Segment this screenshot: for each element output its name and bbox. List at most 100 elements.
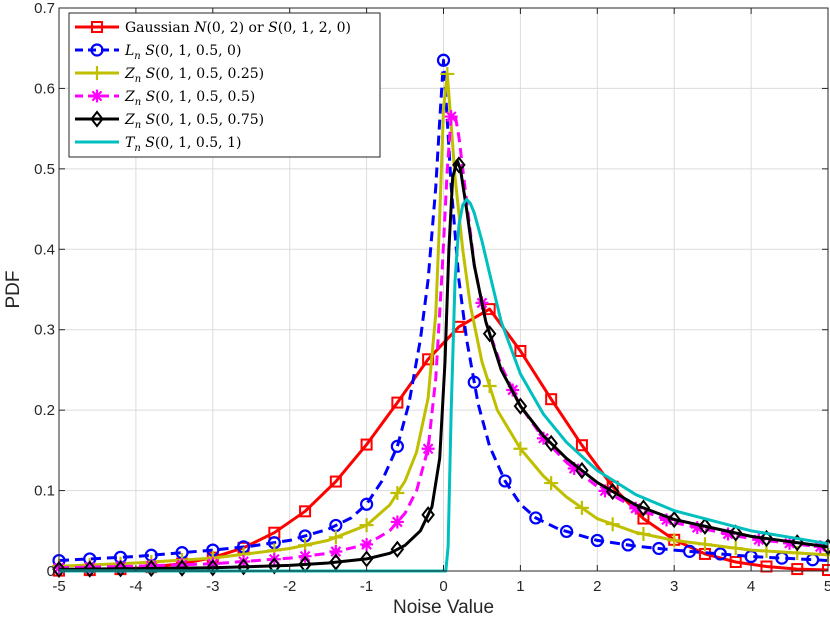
data-point — [721, 527, 735, 541]
y-tick-label: 0.7 — [34, 0, 55, 17]
data-point — [114, 559, 128, 573]
legend-label-part: (0, 1, 0.5, 0.5) — [155, 89, 255, 105]
legend-label-part: S — [268, 20, 278, 36]
legend-label-part: S — [141, 43, 155, 59]
legend-label-part: L — [124, 43, 134, 59]
data-point — [206, 559, 220, 577]
data-point — [660, 513, 674, 527]
legend-label-part: n — [134, 51, 140, 62]
x-tick-label: 4 — [747, 578, 755, 595]
data-point — [391, 396, 404, 409]
x-tick-label: 2 — [593, 578, 601, 595]
data-point — [529, 511, 543, 525]
y-tick-label: 0.2 — [34, 402, 55, 419]
data-point — [390, 439, 404, 453]
data-point — [514, 344, 527, 357]
data-point — [390, 485, 405, 500]
data-point — [698, 517, 712, 535]
data-point — [329, 475, 342, 488]
data-point — [360, 438, 373, 451]
x-tick-label: 3 — [670, 578, 678, 595]
x-tick-label: -1 — [360, 578, 373, 595]
data-point — [783, 536, 797, 550]
data-point — [544, 434, 558, 453]
data-point — [590, 533, 604, 548]
data-point — [536, 431, 550, 445]
data-point — [360, 537, 374, 551]
data-point — [144, 559, 158, 573]
legend-label: Zn S(0, 1, 0.5, 0.75) — [124, 112, 264, 131]
legend-label-part: Z — [124, 66, 135, 82]
legend-label-part: (0, 1, 0.5, 0) — [155, 43, 242, 59]
legend-label-part: n — [135, 120, 141, 131]
data-point — [329, 545, 343, 559]
legend-label: Zn S(0, 1, 0.5, 0.5) — [124, 89, 255, 108]
x-tick-label: -4 — [129, 578, 142, 595]
data-point — [299, 505, 312, 518]
data-point — [360, 497, 374, 511]
data-point — [329, 553, 343, 571]
data-point — [482, 325, 497, 343]
x-tick-label: 5 — [824, 578, 830, 595]
y-tick-label: 0 — [47, 563, 55, 580]
legend-label-part: (0, 1, 0.5, 0.25) — [155, 66, 264, 82]
y-axis-label: PDF — [3, 271, 24, 309]
legend-label-part: (0, 1, 2, 0) — [278, 20, 351, 36]
data-point — [328, 530, 343, 545]
y-tick-label: 0.6 — [34, 80, 55, 97]
data-point — [574, 500, 589, 515]
legend-label-part: n — [134, 143, 140, 154]
data-point — [206, 557, 220, 571]
data-point — [713, 547, 727, 561]
data-point — [636, 499, 651, 517]
data-point — [791, 563, 804, 576]
data-point — [113, 560, 128, 578]
legend-entry: Zn S(0, 1, 0.5, 0.5) — [75, 89, 255, 108]
legend-label-part: N — [193, 20, 207, 36]
data-point — [467, 375, 481, 389]
data-point — [697, 537, 712, 552]
data-point — [652, 541, 666, 556]
legend-label: Ln S(0, 1, 0.5, 0) — [124, 43, 241, 62]
legend-marker — [90, 66, 104, 80]
legend-label-part: (0, 2) or — [206, 20, 268, 36]
legend-label-part: S — [141, 89, 155, 105]
data-point — [82, 560, 97, 578]
data-point — [359, 518, 374, 533]
legend-label-part: S — [141, 135, 155, 151]
legend-box — [68, 12, 381, 158]
data-point — [690, 521, 704, 535]
x-axis-label: Noise Value — [393, 597, 494, 618]
data-point — [729, 555, 742, 568]
legend-entry: Zn S(0, 1, 0.5, 0.75) — [75, 110, 264, 131]
y-tick-label: 0.1 — [34, 483, 55, 500]
y-tick-label: 0.3 — [34, 322, 55, 339]
data-point — [482, 379, 497, 394]
data-point — [267, 557, 282, 575]
legend-label-part: (0, 1, 0.5, 1) — [155, 135, 242, 151]
legend-marker — [90, 89, 104, 103]
legend-label-part: n — [135, 74, 141, 85]
data-point — [559, 524, 574, 539]
data-point — [175, 558, 189, 572]
legend-label-part: S — [141, 66, 155, 82]
legend-marker — [90, 43, 104, 57]
legend-label: Gaussian N(0, 2) or S(0, 1, 2, 0) — [125, 20, 351, 36]
legend-marker — [91, 21, 103, 33]
data-point — [513, 441, 528, 456]
data-point — [567, 461, 581, 475]
legend-label-part: Gaussian — [125, 20, 194, 36]
legend-label-part: n — [135, 97, 141, 108]
y-tick-label: 0.5 — [34, 161, 55, 178]
data-point — [444, 110, 458, 124]
data-point — [436, 53, 451, 67]
axes-layer: -5 -4 -3 -2 -1 0 1 2 3 4 5 0 0.1 0.2 0.3 0.4 0.5 0.6 0.7 No… — [3, 0, 830, 618]
x-tick-label: 0 — [439, 578, 447, 595]
x-tick-label: 1 — [516, 578, 524, 595]
legend-label-part: Z — [124, 89, 135, 105]
legend-label-part: T — [125, 135, 136, 151]
data-point — [728, 541, 743, 556]
data-point — [440, 66, 455, 81]
data-point — [682, 544, 697, 558]
series-line — [58, 58, 829, 562]
